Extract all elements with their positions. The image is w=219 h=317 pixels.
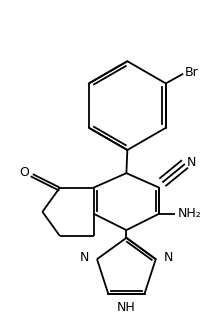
Text: O: O [19,166,29,179]
Text: N: N [80,251,89,264]
Text: Br: Br [185,66,199,79]
Text: NH₂: NH₂ [178,207,201,220]
Text: N: N [163,251,173,264]
Text: N: N [187,156,197,169]
Text: NH: NH [117,301,136,314]
